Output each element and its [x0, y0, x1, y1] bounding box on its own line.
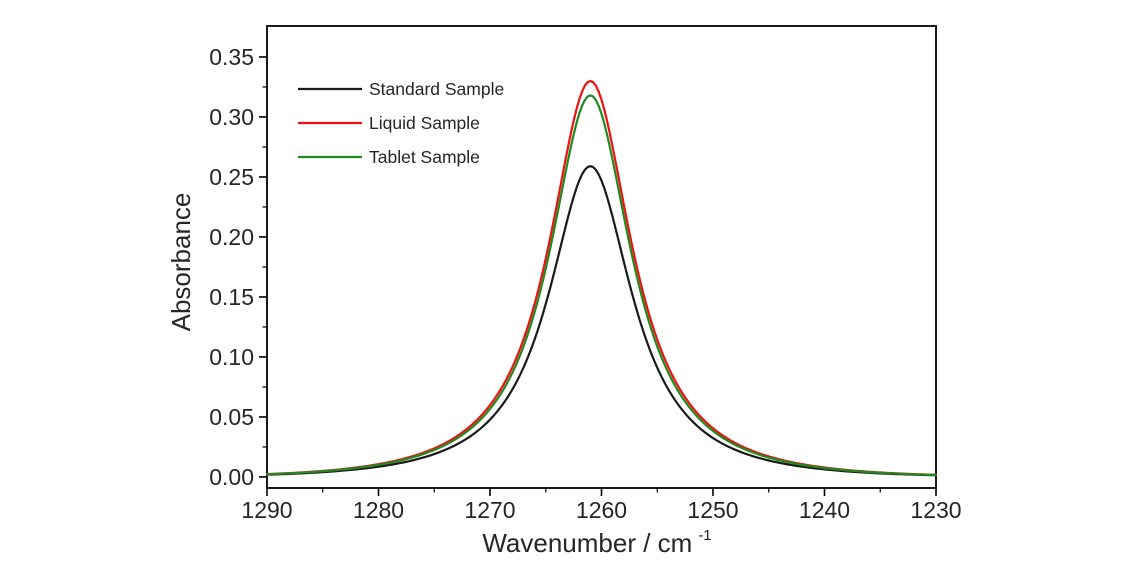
plot-frame	[266, 25, 937, 489]
y-tick-label: 0.10	[209, 344, 254, 370]
x-axis-title-superscript: -1	[698, 527, 711, 544]
series-lines	[265, 79, 938, 477]
x-tick-label: 1230	[910, 497, 961, 523]
legend-item: Tablet Sample	[298, 147, 480, 167]
major-ticks	[259, 56, 937, 496]
series-line-liquid-sample	[265, 79, 938, 476]
y-tick-label: 0.20	[209, 224, 254, 250]
minor-ticks	[262, 86, 881, 493]
y-tick-label: 0.35	[209, 44, 254, 70]
y-tick-label: 0.00	[209, 464, 254, 490]
x-tick-labels: 1290 1280 1270 1260 1250 1240 1230	[241, 497, 961, 523]
x-tick-label: 1280	[353, 497, 404, 523]
x-axis-title: Wavenumber / cm -1	[482, 527, 711, 558]
legend: Standard Sample Liquid Sample Tablet Sampl…	[298, 79, 504, 167]
legend-item: Liquid Sample	[298, 113, 480, 133]
legend-label: Liquid Sample	[369, 113, 480, 133]
x-tick-label: 1260	[576, 497, 627, 523]
y-tick-label: 0.25	[209, 164, 254, 190]
y-tick-label: 0.30	[209, 104, 254, 130]
y-tick-label: 0.05	[209, 404, 254, 430]
series-line-standard-sample	[265, 165, 938, 477]
x-tick-label: 1250	[687, 497, 738, 523]
y-tick-labels: 0.00 0.05 0.10 0.15 0.20 0.25 0.30 0.35	[209, 44, 254, 490]
x-tick-label: 1240	[799, 497, 850, 523]
legend-label: Tablet Sample	[369, 147, 480, 167]
x-tick-label: 1270	[464, 497, 515, 523]
y-tick-label: 0.15	[209, 284, 254, 310]
x-axis-title-base: Wavenumber / cm	[482, 528, 692, 558]
legend-label: Standard Sample	[369, 79, 504, 99]
series-line-tablet-sample	[265, 94, 938, 477]
legend-item: Standard Sample	[298, 79, 504, 99]
y-axis-title: Absorbance	[166, 193, 196, 332]
x-tick-label: 1290	[241, 497, 292, 523]
